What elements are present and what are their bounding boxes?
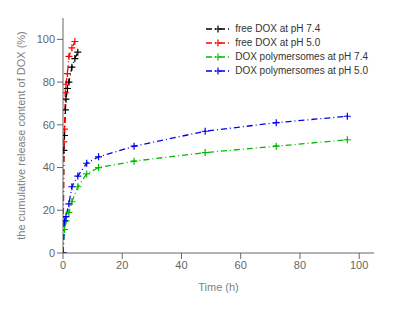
- svg-text:40: 40: [43, 161, 55, 173]
- svg-text:80: 80: [43, 76, 55, 88]
- html-text:free DOX at pH 5.0: free DOX at pH 5.0: [235, 37, 321, 48]
- html-text:DOX polymersomes at pH 5.0: DOX polymersomes at pH 5.0: [235, 65, 368, 76]
- svg-text:100: 100: [37, 33, 55, 45]
- svg-text:40: 40: [175, 259, 187, 271]
- svg-text:60: 60: [235, 259, 247, 271]
- svg-text:0: 0: [49, 247, 55, 259]
- svg-text:20: 20: [43, 204, 55, 216]
- svg-text:Time (h): Time (h): [198, 281, 239, 293]
- svg-text:the cumulative release content: the cumulative release content of DOX (%…: [15, 31, 27, 239]
- svg-text:60: 60: [43, 119, 55, 131]
- svg-text:20: 20: [116, 259, 128, 271]
- svg-text:0: 0: [60, 259, 66, 271]
- svg-text:100: 100: [350, 259, 368, 271]
- svg-text:80: 80: [294, 259, 306, 271]
- html-text:DOX polymersomes at pH 7.4: DOX polymersomes at pH 7.4: [235, 51, 368, 62]
- html-text:free DOX at pH 7.4: free DOX at pH 7.4: [235, 23, 321, 34]
